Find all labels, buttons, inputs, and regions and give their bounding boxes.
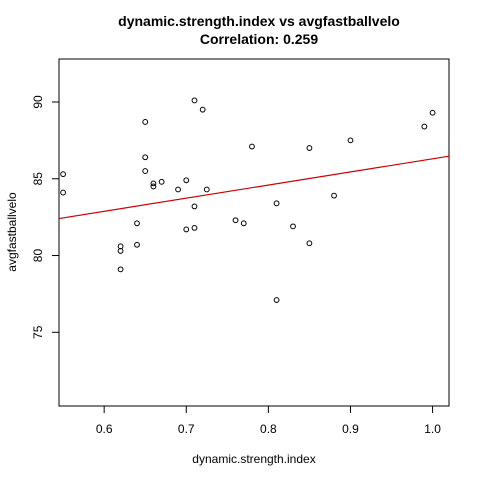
x-axis-label: dynamic.strength.index [192,452,315,466]
y-tick-label: 80 [31,249,45,263]
chart-title: dynamic.strength.index vs avgfastballvel… [118,13,400,29]
data-point [347,137,354,144]
trend-layer [58,155,450,220]
trend-line [58,155,450,220]
data-point [183,226,190,233]
points-layer [60,97,436,303]
y-tick-label: 85 [31,172,45,186]
y-tick-label: 75 [31,325,45,339]
data-point [150,180,157,187]
data-point [429,109,436,116]
x-tick-label: 0.6 [96,422,113,436]
y-axis-label: avgfastballvelo [5,192,19,272]
y-axis: 75 80 85 90 [31,95,60,339]
data-point [183,177,190,184]
data-point [199,106,206,113]
data-point [240,220,247,227]
data-point [117,243,124,250]
x-tick-label: 0.7 [178,422,195,436]
data-point [117,266,124,273]
y-tick-label: 90 [31,95,45,109]
data-point [232,217,239,224]
x-tick-label: 0.8 [260,422,277,436]
data-point [142,154,149,161]
data-point [158,178,165,185]
chart-subtitle: Correlation: 0.259 [200,31,318,47]
data-point [331,192,337,199]
data-point [421,123,428,130]
x-tick-label: 1.0 [424,422,441,436]
data-point [191,203,198,210]
data-point [273,200,280,207]
data-point [117,248,124,254]
data-point [60,189,67,196]
data-point [142,119,149,125]
data-point [273,297,280,303]
data-point [249,143,255,150]
plot-frame [58,58,450,407]
data-point [60,171,67,178]
data-point [306,145,313,151]
data-point [191,224,198,231]
x-tick-label: 0.9 [342,422,359,436]
data-point [134,220,140,227]
data-point [142,168,149,174]
data-point [175,186,181,193]
data-point [134,241,140,248]
x-axis: 0.6 0.7 0.8 0.9 1.0 [96,405,441,436]
data-point [150,183,157,190]
data-point [191,97,198,104]
data-point [203,186,210,193]
data-point [290,223,296,230]
data-point [306,240,313,247]
